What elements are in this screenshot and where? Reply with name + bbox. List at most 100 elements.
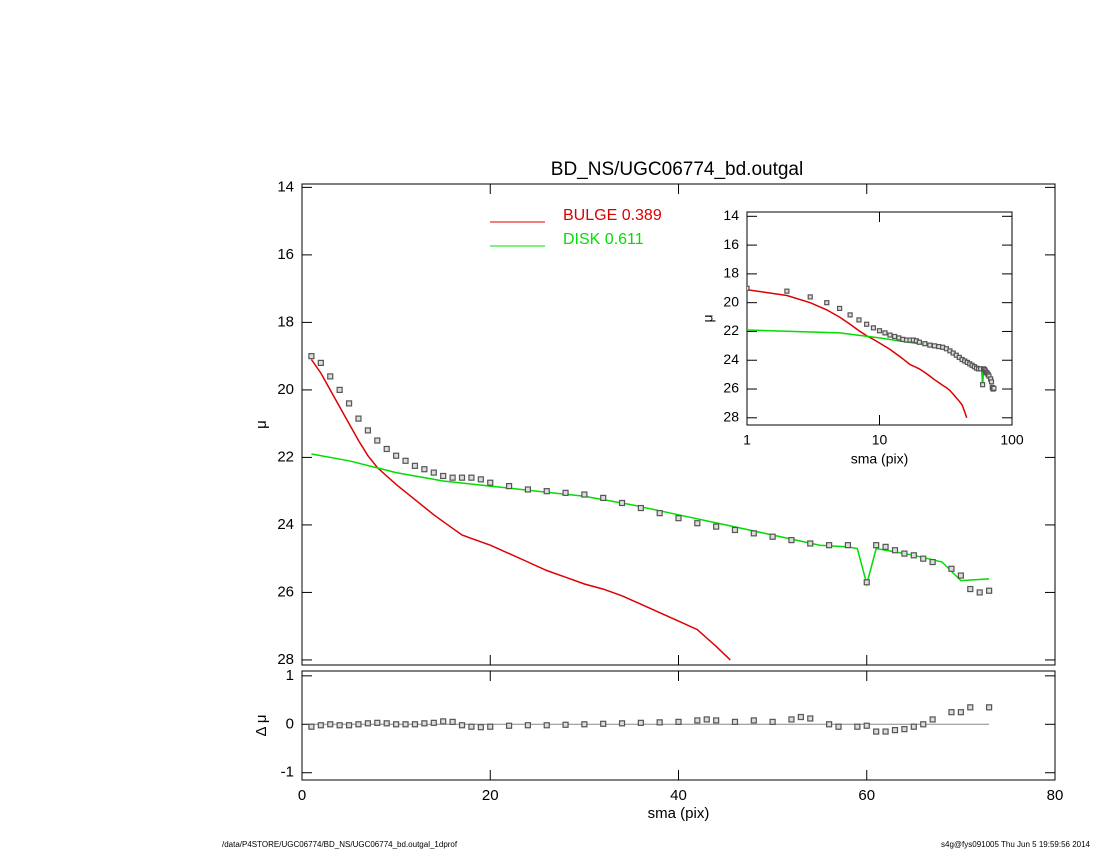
- y-tick-label: 26: [277, 583, 294, 600]
- legend-label: DISK 0.611: [563, 231, 644, 248]
- data-point: [929, 558, 936, 566]
- x-axis-label: sma (pix): [851, 451, 909, 467]
- data-point: [856, 317, 862, 323]
- y-tick-label: 14: [723, 207, 739, 223]
- data-point: [402, 721, 409, 728]
- data-point: [656, 510, 663, 517]
- data-point: [327, 721, 334, 728]
- data-point: [430, 469, 437, 476]
- data-point: [991, 385, 997, 391]
- data-point: [863, 579, 870, 586]
- data-point: [967, 704, 974, 711]
- data-point: [750, 717, 757, 724]
- data-point: [837, 305, 843, 312]
- data-point: [345, 722, 353, 729]
- data-point: [458, 722, 466, 729]
- data-point: [543, 722, 550, 729]
- data-point: [929, 716, 936, 723]
- data-point: [948, 565, 955, 572]
- data-point: [383, 445, 390, 453]
- data-point: [901, 550, 908, 557]
- data-point: [988, 379, 995, 385]
- data-point: [788, 537, 795, 544]
- data-point: [505, 483, 513, 490]
- x-tick-label: 10: [872, 432, 888, 448]
- data-point: [675, 515, 682, 522]
- data-point: [487, 479, 494, 486]
- data-point: [374, 437, 381, 444]
- y-axis-label: μ: [700, 314, 716, 322]
- data-point: [355, 721, 362, 728]
- data-point: [355, 415, 362, 422]
- data-point: [986, 587, 993, 594]
- data-point: [562, 489, 569, 496]
- data-point: [873, 542, 880, 549]
- y-tick-label: 18: [277, 313, 294, 330]
- data-point: [948, 709, 955, 716]
- data-point: [847, 312, 853, 318]
- series-line: [747, 288, 968, 419]
- data-point: [694, 717, 701, 724]
- data-point: [864, 321, 870, 327]
- data-point: [308, 723, 315, 730]
- data-point: [562, 721, 569, 728]
- data-point: [618, 499, 626, 507]
- data-point: [807, 294, 813, 300]
- data-point: [327, 373, 334, 380]
- data-point: [986, 704, 993, 711]
- data-point: [784, 288, 790, 294]
- data-point: [336, 722, 343, 729]
- data-point: [922, 341, 928, 347]
- data-point: [920, 555, 927, 562]
- y-tick-label: 1: [286, 667, 294, 684]
- data-point: [411, 721, 419, 728]
- data-point: [374, 719, 381, 726]
- data-point: [421, 466, 428, 473]
- data-point: [308, 353, 315, 360]
- y-axis-label: μ: [253, 420, 270, 429]
- x-tick-label: 0: [298, 787, 306, 804]
- inset-plot: [747, 285, 997, 419]
- data-point: [543, 488, 550, 495]
- data-point: [873, 728, 880, 735]
- data-point: [581, 721, 588, 728]
- y-tick-label: 16: [723, 236, 739, 252]
- data-point: [920, 721, 927, 728]
- data-point: [618, 720, 626, 727]
- data-point: [927, 342, 933, 348]
- data-point: [870, 325, 877, 331]
- y-tick-label: 22: [277, 448, 294, 465]
- x-tick-label: 60: [858, 787, 875, 804]
- data-point: [524, 486, 532, 493]
- data-point: [317, 359, 324, 366]
- data-point: [891, 727, 899, 734]
- data-point: [430, 719, 437, 726]
- data-point: [769, 718, 776, 725]
- y-tick-label: 20: [277, 381, 294, 398]
- data-point: [980, 382, 986, 388]
- x-tick-label: 100: [1000, 432, 1024, 448]
- data-point: [477, 476, 484, 483]
- data-point: [581, 491, 588, 498]
- data-point: [807, 715, 814, 722]
- data-point: [345, 400, 353, 407]
- data-point: [637, 719, 644, 726]
- data-point: [600, 494, 607, 502]
- data-point: [844, 542, 852, 549]
- data-point: [487, 723, 494, 730]
- footer-left: /data/P4STORE/UGC06774/BD_NS/UGC06774_bd…: [222, 840, 458, 849]
- data-point: [402, 457, 409, 464]
- data-point: [449, 718, 456, 725]
- data-point: [458, 474, 466, 481]
- data-point: [637, 504, 644, 512]
- y-tick-label: 0: [286, 715, 294, 732]
- data-point: [825, 542, 833, 549]
- data-point: [835, 723, 842, 730]
- x-axis-label: sma (pix): [648, 805, 710, 822]
- y-tick-label: 22: [723, 322, 739, 338]
- data-point: [713, 523, 720, 530]
- y-tick-label: 14: [277, 178, 294, 195]
- x-tick-label: 40: [670, 787, 687, 804]
- data-point: [797, 713, 804, 721]
- data-point: [675, 718, 682, 725]
